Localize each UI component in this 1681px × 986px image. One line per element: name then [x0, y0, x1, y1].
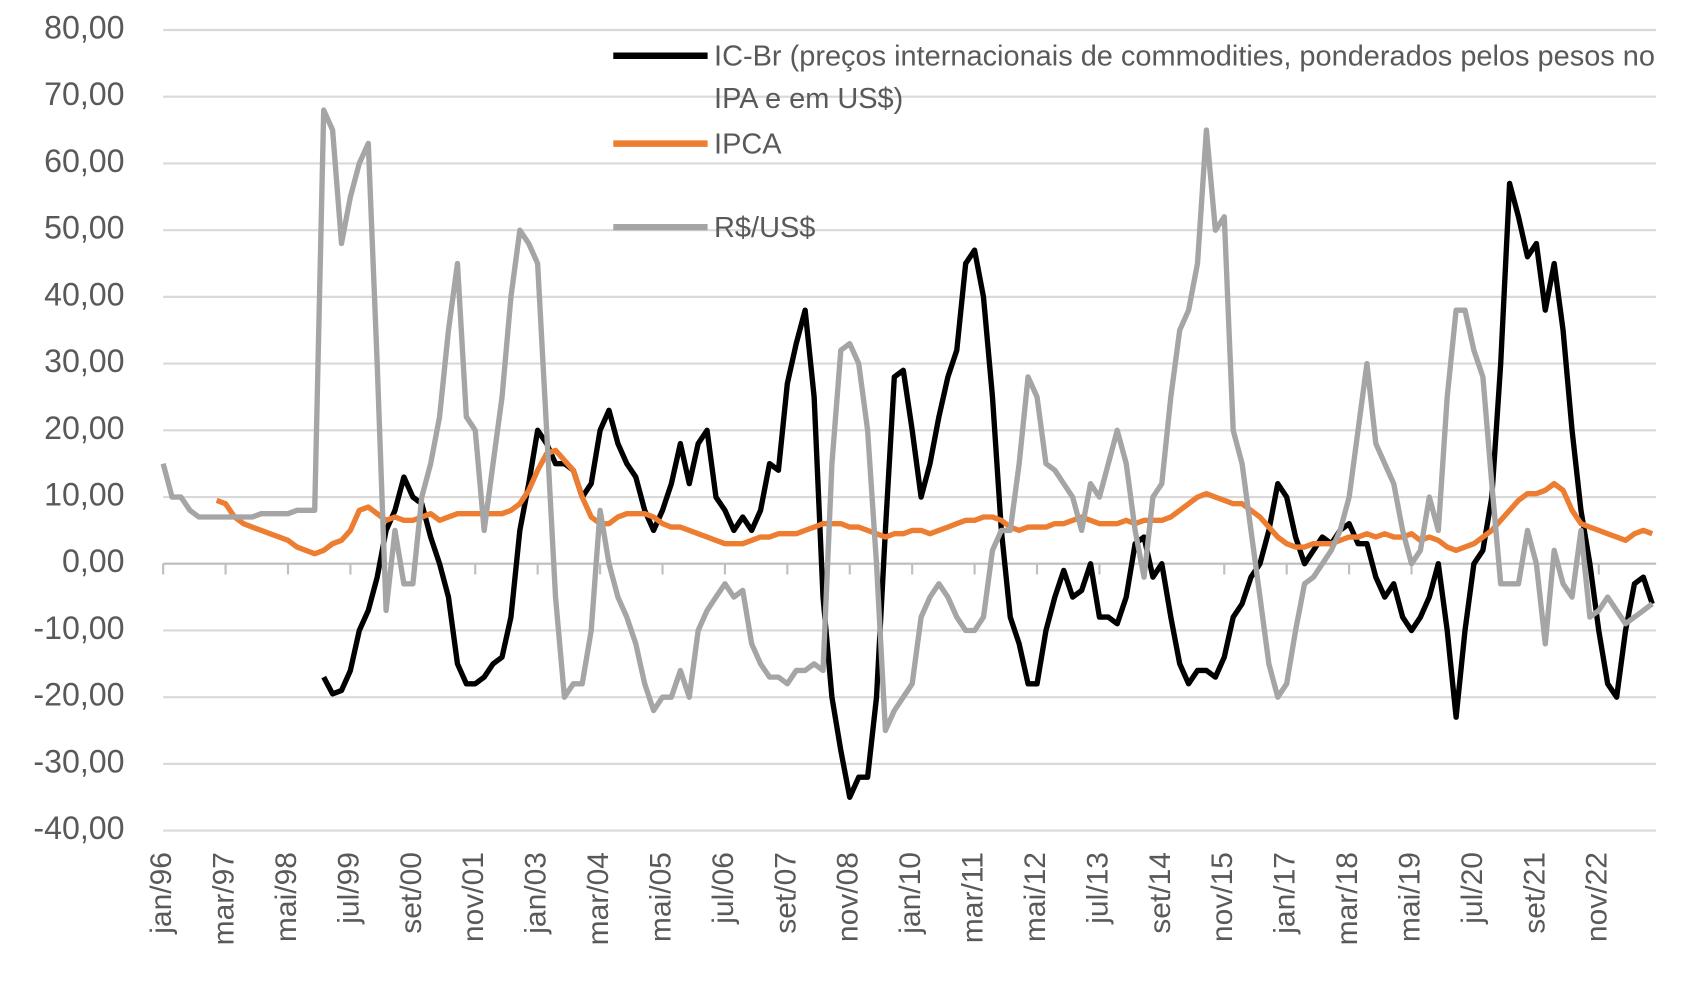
legend-item: R$/US$	[714, 211, 816, 244]
x-tick-label: mar/11	[957, 852, 990, 943]
x-tick-label: set/21	[1518, 852, 1551, 934]
series-line	[215, 447, 1654, 557]
x-tick-label: mai/19	[1393, 852, 1426, 942]
y-tick-label: 20,00	[44, 410, 124, 446]
y-tick-label: 60,00	[44, 143, 124, 179]
x-tick-label: mar/97	[208, 852, 241, 945]
y-tick-label: -30,00	[33, 743, 124, 779]
x-tick-label: set/07	[769, 852, 802, 934]
x-tick-label: mai/98	[270, 852, 303, 942]
x-tick-label: jul/13	[1081, 852, 1114, 925]
x-tick-label: nov/15	[1206, 852, 1239, 942]
y-tick-label: 50,00	[44, 210, 124, 246]
x-tick-label: nov/08	[832, 852, 865, 942]
x-tick-label: mai/12	[1019, 852, 1052, 942]
x-tick-label: jan/17	[1269, 852, 1302, 935]
y-tick-label: 40,00	[44, 276, 124, 312]
legend-label: IPCA	[714, 127, 782, 160]
y-tick-label: 30,00	[44, 343, 124, 379]
y-tick-label: -10,00	[33, 610, 124, 646]
legend-item: IPCA	[714, 127, 782, 160]
y-tick-label: 70,00	[44, 76, 124, 112]
x-tick-label: set/14	[1144, 852, 1177, 934]
legend-label: R$/US$	[714, 211, 816, 244]
x-tick-label: jan/03	[520, 852, 553, 935]
x-tick-label: mar/04	[582, 852, 615, 945]
x-tick-label: jan/10	[894, 852, 927, 935]
x-tick-label: jul/99	[332, 852, 365, 925]
x-tick-label: mai/05	[644, 852, 677, 942]
y-tick-label: -20,00	[33, 677, 124, 713]
y-tick-label: 80,00	[44, 10, 124, 46]
x-tick-label: set/00	[395, 852, 428, 934]
y-tick-label: 10,00	[44, 477, 124, 513]
legend-item: IC-Br (preços internacionais de commodit…	[714, 39, 1655, 115]
y-tick-label: 0,00	[62, 543, 125, 579]
y-tick-label: -40,00	[33, 810, 124, 846]
x-tick-label: nov/01	[457, 852, 490, 942]
x-tick-label: mar/18	[1331, 852, 1364, 945]
x-tick-label: jul/20	[1456, 852, 1489, 925]
x-tick-label: jan/96	[145, 852, 178, 935]
legend-label: IC-Br (preços internacionais de commodit…	[714, 39, 1655, 115]
x-tick-label: jul/06	[707, 852, 740, 925]
x-tick-label: nov/22	[1581, 852, 1614, 942]
series-line	[160, 107, 1654, 734]
